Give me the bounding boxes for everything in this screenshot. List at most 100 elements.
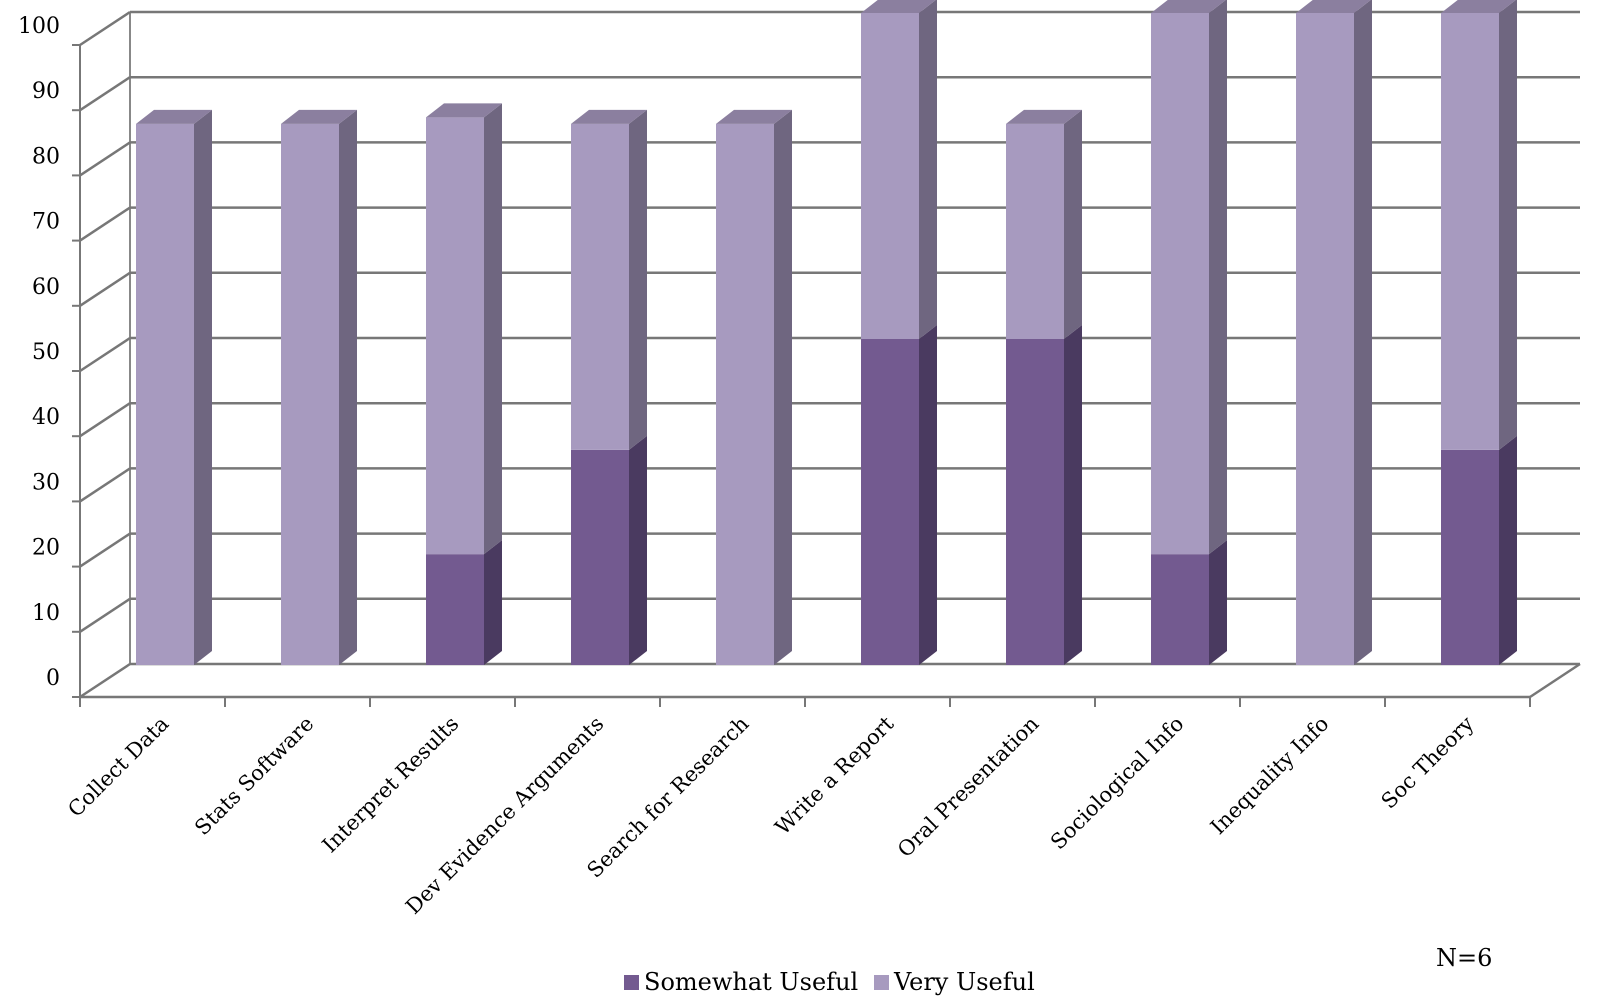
bar-top-search-for-research [716, 109, 792, 124]
bar-soc-theory-somewhat-useful [1441, 435, 1517, 665]
bar-front-face [426, 117, 484, 555]
bar-side-face [1499, 0, 1517, 450]
gridline-diagonal [79, 10, 131, 47]
bar-front-face [716, 123, 774, 666]
bar-side-face [629, 435, 647, 665]
bar-side-face [919, 325, 937, 665]
bar-front-face [426, 554, 484, 665]
bar-search-for-research-very-useful [716, 109, 792, 666]
bar-top-interpret-results [426, 103, 502, 118]
x-tick-label-inequality-info: Inequality Info [1206, 712, 1334, 840]
bar-collect-data-very-useful [136, 109, 212, 666]
gridline-diagonal [79, 532, 131, 568]
x-tick-label-oral-presentation: Oral Presentation [893, 712, 1043, 862]
bar-side-face [484, 540, 502, 665]
y-tick-label-30: 30 [32, 470, 60, 495]
legend-label-very-useful: Very Useful [893, 968, 1035, 996]
bar-side-face [629, 109, 647, 450]
bar-front-face [1006, 339, 1064, 665]
y-tick-label-60: 60 [32, 275, 60, 300]
bar-top-inequality-info [1296, 0, 1371, 13]
gridline-diagonal [79, 76, 131, 112]
bar-front-face [1151, 13, 1209, 555]
gridline-diagonal [79, 271, 131, 307]
x-tick-label-interpret-results: Interpret Results [318, 712, 464, 858]
gridline-diagonal [79, 467, 131, 503]
bar-sociological-info-very-useful [1151, 0, 1227, 555]
legend-swatch-very-useful [874, 975, 889, 990]
floor-right-edge [1529, 662, 1581, 699]
y-tick-label-90: 90 [32, 79, 60, 104]
x-tick-label-search-for-research: Search for Research [582, 712, 753, 883]
bar-side-face [774, 109, 792, 666]
y-tick-label-10: 10 [32, 601, 60, 626]
y-tick-label-80: 80 [32, 144, 60, 169]
bar-side-face [1064, 109, 1082, 339]
bar-dev-evidence-arguments-somewhat-useful [571, 435, 647, 665]
legend-label-somewhat-useful: Somewhat Useful [644, 968, 858, 996]
bar-front-face [571, 449, 629, 665]
legend-swatch-somewhat-useful [624, 975, 639, 990]
bars [136, 0, 1517, 666]
bar-stats-software-very-useful [281, 109, 357, 666]
bar-front-face [1441, 13, 1499, 450]
x-tick-label-sociological-info: Sociological Info [1046, 712, 1189, 855]
x-tick-label-soc-theory: Soc Theory [1377, 711, 1479, 813]
bar-front-face [1006, 123, 1064, 339]
bar-side-face [919, 0, 937, 339]
bar-top-stats-software [281, 109, 357, 124]
bar-oral-presentation-somewhat-useful [1006, 325, 1082, 665]
bar-side-face [1209, 540, 1227, 665]
bar-top-sociological-info [1151, 0, 1226, 13]
bar-oral-presentation-very-useful [1006, 109, 1082, 339]
x-tick-label-write-a-report: Write a Report [770, 711, 898, 839]
y-tick-label-40: 40 [32, 405, 60, 430]
bar-front-face [861, 13, 919, 339]
bar-side-face [194, 109, 212, 666]
bar-front-face [1296, 13, 1354, 665]
x-tick-label-stats-software: Stats Software [190, 712, 318, 840]
bar-top-oral-presentation [1006, 109, 1082, 124]
gridline-diagonal [79, 597, 131, 633]
x-tick-label-collect-data: Collect Data [63, 712, 173, 822]
bar-front-face [1441, 449, 1499, 665]
bar-side-face [1064, 325, 1082, 665]
y-tick-label-100: 100 [18, 14, 60, 39]
bar-top-dev-evidence-arguments [571, 109, 647, 124]
y-tick-label-50: 50 [32, 340, 60, 365]
gridline-diagonal [79, 141, 131, 177]
bar-side-face [484, 103, 502, 555]
gridline-diagonal [79, 402, 131, 438]
bar-front-face [136, 123, 194, 666]
bar-inequality-info-very-useful [1296, 0, 1372, 665]
bar-side-face [339, 109, 357, 666]
bar-sociological-info-somewhat-useful [1151, 540, 1227, 665]
bar-side-face [1354, 0, 1372, 665]
bar-interpret-results-somewhat-useful [426, 540, 502, 665]
bar-top-soc-theory [1441, 0, 1516, 13]
legend: Somewhat Useful Very Useful [624, 968, 1035, 996]
bar-front-face [861, 339, 919, 665]
gridline-diagonal [79, 336, 131, 373]
sample-size-note: N=6 [1436, 944, 1492, 972]
bar-top-write-a-report [861, 0, 936, 13]
bar-side-face [1209, 0, 1227, 555]
bar-front-face [571, 123, 629, 450]
bar-front-face [1151, 554, 1209, 665]
y-tick-label-20: 20 [32, 536, 60, 561]
x-axis: Collect Data Stats Software Interpret Resu… [63, 695, 1531, 919]
bar-front-face [281, 123, 339, 666]
bar-write-a-report-somewhat-useful [861, 325, 937, 665]
bar-top-collect-data [136, 109, 212, 124]
gridline-diagonal [79, 206, 131, 242]
y-tick-label-70: 70 [32, 210, 60, 235]
bar-soc-theory-very-useful [1441, 0, 1517, 450]
bar-dev-evidence-arguments-very-useful [571, 109, 647, 450]
bar-side-face [1499, 435, 1517, 665]
y-tick-label-0: 0 [46, 666, 60, 691]
y-axis: 0 10 20 30 40 50 60 70 80 90 100 [18, 14, 81, 698]
gridline-diagonal [79, 662, 131, 699]
bar-interpret-results-very-useful [426, 103, 502, 555]
bar-write-a-report-very-useful [861, 0, 937, 339]
